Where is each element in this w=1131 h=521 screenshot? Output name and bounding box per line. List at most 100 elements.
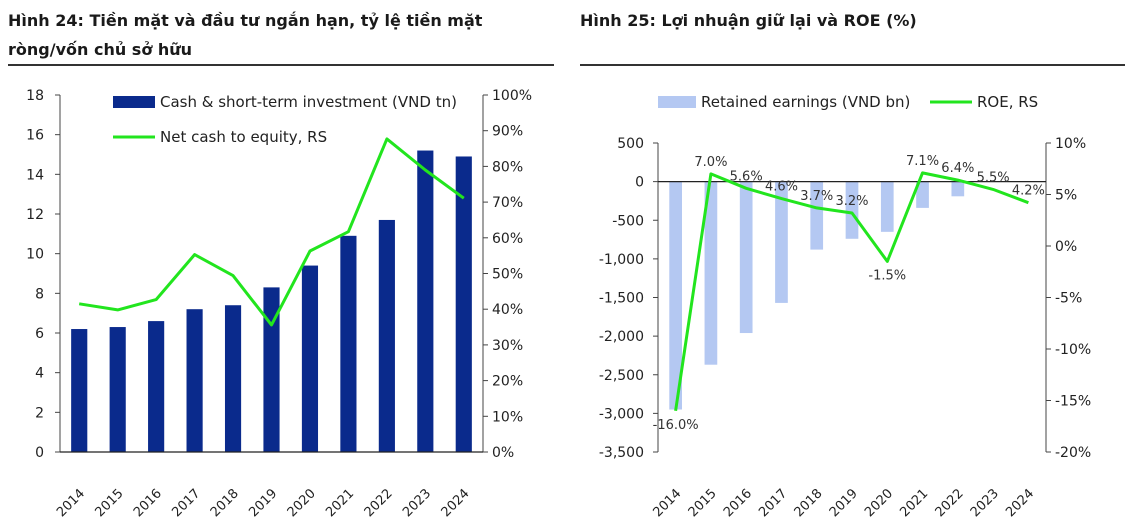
left-tick-label: 16 bbox=[26, 128, 44, 144]
bar-2020 bbox=[301, 265, 319, 452]
left-tick-label: -1,500 bbox=[599, 291, 644, 307]
bar-2017 bbox=[186, 309, 203, 452]
right-tick-label: -5% bbox=[1055, 291, 1082, 307]
right-tick-label: 10% bbox=[1055, 136, 1086, 152]
data-label-2021: 7.1% bbox=[906, 154, 939, 169]
right-tick-label: 20% bbox=[492, 374, 523, 390]
right-tick-label: 30% bbox=[492, 338, 523, 354]
bar-2016 bbox=[739, 181, 753, 334]
left-tick-label: -2,000 bbox=[599, 329, 644, 345]
x-tick-label: 2019 bbox=[827, 486, 861, 520]
data-label-2014: -16.0% bbox=[653, 418, 699, 433]
x-tick-label: 2014 bbox=[54, 486, 88, 520]
x-tick-label: 2021 bbox=[323, 486, 357, 520]
bar-2014 bbox=[669, 181, 682, 410]
right-tick-label: 0% bbox=[492, 445, 514, 461]
title-rule bbox=[8, 64, 554, 66]
right-tick-label: 40% bbox=[492, 302, 523, 318]
data-label-2024: 4.2% bbox=[1012, 184, 1045, 199]
left-tick-label: 18 bbox=[26, 88, 44, 104]
legend-label-bar: Retained earnings (VND bn) bbox=[701, 93, 910, 111]
x-tick-label: 2023 bbox=[968, 486, 1002, 520]
right-tick-label: -20% bbox=[1055, 445, 1091, 461]
right-tick-label: 80% bbox=[492, 159, 523, 175]
right-tick-label: 100% bbox=[492, 88, 532, 104]
right-tick-label: -15% bbox=[1055, 394, 1091, 410]
data-label-2019: 3.2% bbox=[835, 194, 868, 209]
legend-label-line: Net cash to equity, RS bbox=[160, 128, 327, 146]
x-tick-label: 2016 bbox=[131, 486, 165, 520]
bar-2017 bbox=[775, 181, 788, 303]
x-tick-label: 2015 bbox=[93, 486, 127, 520]
cash-chart-svg: 0 2 4 6 8 10 12 14 16 18 0% 10% 20% 30% 40% 50% 60% 70% 80… bbox=[26, 88, 532, 520]
left-tick-label: 6 bbox=[35, 326, 44, 342]
left-tick-label: -2,500 bbox=[599, 368, 644, 384]
bar-2022 bbox=[951, 181, 965, 197]
data-label-2015: 7.0% bbox=[694, 155, 727, 170]
x-tick-label: 2021 bbox=[897, 486, 931, 520]
x-tick-label: 2015 bbox=[686, 486, 720, 520]
line-series bbox=[78, 137, 465, 327]
x-tick-label: 2016 bbox=[721, 486, 755, 520]
bar-2018 bbox=[224, 305, 242, 452]
left-tick-label: 14 bbox=[26, 167, 44, 183]
bar-2014 bbox=[71, 329, 88, 452]
left-tick-label: -3,000 bbox=[599, 406, 644, 422]
line-series bbox=[674, 171, 1029, 412]
right-tick-label: 60% bbox=[492, 231, 523, 247]
bar-2024 bbox=[455, 156, 472, 452]
right-tick-label: -10% bbox=[1055, 342, 1091, 358]
x-tick-label: 2017 bbox=[756, 486, 790, 520]
bar-2020 bbox=[880, 181, 894, 232]
data-label-2016: 5.6% bbox=[730, 169, 763, 184]
chart-title: Hình 24: Tiền mặt và đầu tư ngắn hạn, tỷ… bbox=[8, 11, 483, 59]
bar-2023 bbox=[417, 150, 434, 453]
left-tick-label: 0 bbox=[35, 445, 44, 461]
data-label-2023: 5.5% bbox=[977, 170, 1010, 185]
legend-swatch-bar bbox=[658, 96, 696, 108]
x-tick-label: 2023 bbox=[400, 486, 434, 520]
left-tick-label: 500 bbox=[617, 136, 644, 152]
bar-2022 bbox=[378, 219, 395, 452]
bar-2021 bbox=[340, 235, 357, 452]
x-tick-label: 2022 bbox=[933, 486, 967, 520]
legend-swatch-bar bbox=[113, 96, 155, 108]
x-tick-label: 2022 bbox=[362, 486, 396, 520]
left-tick-label: 2 bbox=[35, 405, 44, 421]
bar-2015 bbox=[109, 327, 126, 452]
right-tick-label: 70% bbox=[492, 195, 523, 211]
x-tick-label: 2020 bbox=[285, 486, 319, 520]
data-label-2017: 4.6% bbox=[765, 180, 798, 195]
retained-chart-svg: -3,500 -3,000 -2,500 -2,000 -1,500 -1,000 -500… bbox=[599, 93, 1091, 520]
x-tick-label: 2018 bbox=[792, 486, 826, 520]
x-tick-label: 2024 bbox=[1003, 486, 1037, 520]
bar-2019 bbox=[263, 287, 280, 452]
left-tick-label: 10 bbox=[26, 247, 44, 263]
x-tick-label: 2020 bbox=[862, 486, 896, 520]
legend-label-bar: Cash & short-term investment (VND tn) bbox=[160, 93, 457, 111]
left-tick-label: -1,000 bbox=[599, 252, 644, 268]
left-tick-label: -500 bbox=[612, 213, 644, 229]
chart-panel-retained: Hình 25: Lợi nhuận giữ lại và ROE (%) -3… bbox=[572, 0, 1131, 521]
right-tick-label: 5% bbox=[1055, 188, 1077, 204]
legend-label-line: ROE, RS bbox=[977, 93, 1038, 111]
data-label-2018: 3.7% bbox=[800, 189, 833, 204]
bar-2016 bbox=[148, 321, 165, 452]
data-label-2020: -1.5% bbox=[868, 268, 906, 283]
left-tick-label: 12 bbox=[26, 207, 44, 223]
x-tick-label: 2017 bbox=[169, 486, 203, 520]
right-tick-label: 0% bbox=[1055, 239, 1077, 255]
left-tick-label: 0 bbox=[635, 175, 644, 191]
left-tick-label: 8 bbox=[35, 286, 44, 302]
right-tick-label: 90% bbox=[492, 124, 523, 140]
left-tick-label: -3,500 bbox=[599, 445, 644, 461]
right-tick-label: 10% bbox=[492, 409, 523, 425]
bar-2021 bbox=[916, 181, 929, 208]
x-tick-label: 2018 bbox=[208, 486, 242, 520]
x-tick-label: 2014 bbox=[650, 486, 684, 520]
right-tick-label: 50% bbox=[492, 267, 523, 283]
chart-title: Hình 25: Lợi nhuận giữ lại và ROE (%) bbox=[580, 11, 917, 30]
title-rule bbox=[580, 64, 1125, 66]
bar-2018 bbox=[810, 181, 824, 250]
bar-2015 bbox=[704, 181, 718, 365]
